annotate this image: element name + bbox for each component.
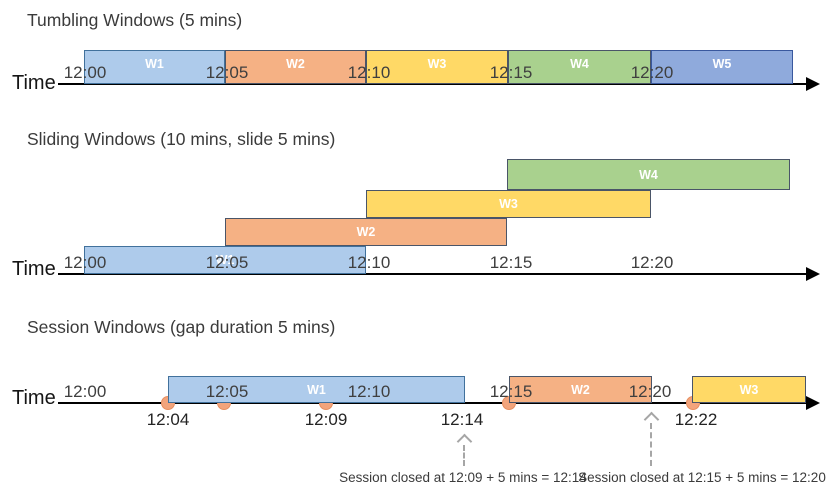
tumbling-tick: 12:00 xyxy=(63,63,107,82)
window-label: W3 xyxy=(499,197,518,211)
window-label: W4 xyxy=(639,167,658,182)
window-label: W1 xyxy=(307,382,326,397)
tumbling-time-axis xyxy=(58,83,806,85)
tumbling-time-axis-label: Time xyxy=(12,72,56,94)
window-label: W3 xyxy=(739,382,759,397)
tumbling-axis-arrowhead-icon xyxy=(806,77,820,91)
window-label: W2 xyxy=(571,382,590,397)
session-window-w2: W2 xyxy=(509,376,652,403)
session-window-w3: W3 xyxy=(692,376,806,403)
sliding-window-w3: W3 xyxy=(366,190,651,218)
event-time-label: 12:09 xyxy=(304,410,348,429)
dashed-arrow-line xyxy=(463,445,465,466)
tumbling-window-w1: W1 xyxy=(84,50,225,84)
tumbling-window-w4: W4 xyxy=(508,50,651,84)
session-time-axis-label: Time xyxy=(12,387,56,409)
tumbling-tick: 12:10 xyxy=(347,63,391,82)
sliding-tick: 12:10 xyxy=(347,253,391,272)
session-tick: 12:10 xyxy=(347,382,391,401)
window-label: W5 xyxy=(712,57,732,71)
sliding-axis-arrowhead-icon xyxy=(806,267,820,281)
tumbling-title: Tumbling Windows (5 mins) xyxy=(27,10,243,30)
session-close-annotation: Session closed at 12:15 + 5 mins = 12:20 xyxy=(578,470,826,485)
session-tick: 12:15 xyxy=(489,382,533,401)
sliding-tick: 12:05 xyxy=(205,253,249,272)
session-close-annotation: Session closed at 12:09 + 5 mins = 12:14 xyxy=(339,470,587,485)
session-close-time-label: 12:14 xyxy=(440,410,484,429)
dashed-arrow-line xyxy=(650,423,652,466)
session-tick: 12:00 xyxy=(63,382,107,401)
session-window-w1: W1 xyxy=(168,376,465,403)
event-time-label: 12:04 xyxy=(146,410,190,429)
sliding-tick: 12:00 xyxy=(63,253,107,272)
sliding-window-w1: W1 xyxy=(84,246,366,274)
session-tick: 12:20 xyxy=(628,382,672,401)
tumbling-window-w5: W5 xyxy=(651,50,793,84)
sliding-window-w4: W4 xyxy=(507,159,790,190)
sliding-time-axis-label: Time xyxy=(12,258,56,280)
window-label: W2 xyxy=(356,225,376,239)
session-title: Session Windows (gap duration 5 mins) xyxy=(27,317,336,337)
tumbling-tick: 12:05 xyxy=(205,63,249,82)
window-label: W2 xyxy=(286,57,305,71)
tumbling-tick: 12:20 xyxy=(630,63,674,82)
sliding-time-axis xyxy=(58,273,806,275)
window-label: W1 xyxy=(215,253,235,267)
session-axis-arrowhead-icon xyxy=(806,396,820,410)
sliding-window-w2: W2 xyxy=(225,218,507,246)
sliding-tick: 12:20 xyxy=(630,253,674,272)
sliding-tick: 12:15 xyxy=(489,253,533,272)
event-time-label: 12:22 xyxy=(674,410,718,429)
tumbling-window-w2: W2 xyxy=(225,50,366,84)
tumbling-tick: 12:15 xyxy=(489,63,533,82)
session-tick: 12:05 xyxy=(205,382,249,401)
window-label: W4 xyxy=(570,57,589,71)
sliding-title: Sliding Windows (10 mins, slide 5 mins) xyxy=(27,129,336,149)
window-label: W1 xyxy=(145,57,164,71)
tumbling-window-w3: W3 xyxy=(366,50,508,84)
window-label: W3 xyxy=(427,57,447,71)
session-time-axis xyxy=(58,402,806,404)
